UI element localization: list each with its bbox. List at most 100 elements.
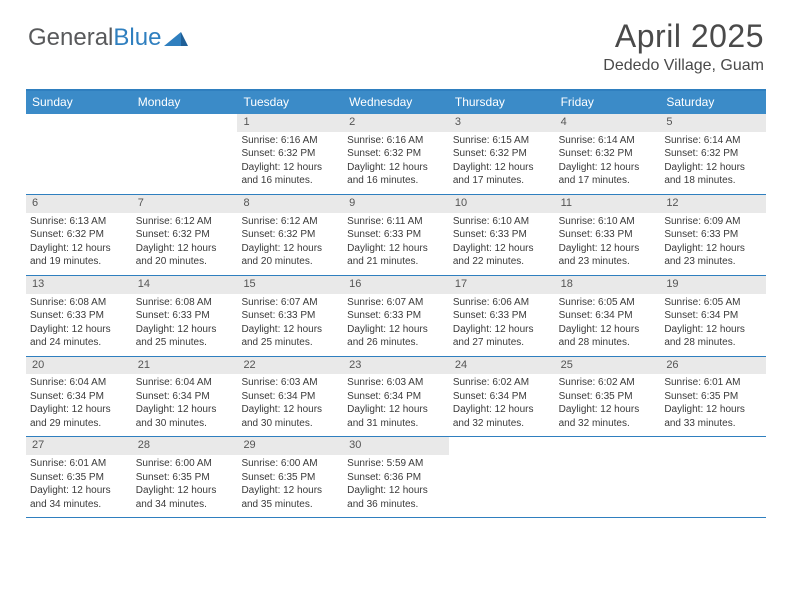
sunset-line: Sunset: 6:33 PM [453, 309, 551, 323]
sunset-line: Sunset: 6:34 PM [453, 390, 551, 404]
empty-cell [660, 437, 766, 517]
empty-cell [449, 437, 555, 517]
sunrise-line: Sunrise: 6:15 AM [453, 134, 551, 148]
day-cell: 3Sunrise: 6:15 AMSunset: 6:32 PMDaylight… [449, 114, 555, 194]
sunrise-line: Sunrise: 6:14 AM [559, 134, 657, 148]
day-number: 12 [660, 195, 766, 213]
day-number: 28 [132, 437, 238, 455]
sunrise-line: Sunrise: 6:07 AM [241, 296, 339, 310]
sunset-line: Sunset: 6:33 PM [30, 309, 128, 323]
day-cell: 17Sunrise: 6:06 AMSunset: 6:33 PMDayligh… [449, 276, 555, 356]
day-cell: 18Sunrise: 6:05 AMSunset: 6:34 PMDayligh… [555, 276, 661, 356]
day-number: 26 [660, 357, 766, 375]
day-number: 13 [26, 276, 132, 294]
day-number: 18 [555, 276, 661, 294]
day-cell: 9Sunrise: 6:11 AMSunset: 6:33 PMDaylight… [343, 195, 449, 275]
day-number: 11 [555, 195, 661, 213]
weekday-header: Wednesday [343, 91, 449, 114]
day-cell: 16Sunrise: 6:07 AMSunset: 6:33 PMDayligh… [343, 276, 449, 356]
empty-cell [555, 437, 661, 517]
sunset-line: Sunset: 6:32 PM [241, 147, 339, 161]
week-row: 20Sunrise: 6:04 AMSunset: 6:34 PMDayligh… [26, 357, 766, 438]
day-cell: 7Sunrise: 6:12 AMSunset: 6:32 PMDaylight… [132, 195, 238, 275]
day-number: 14 [132, 276, 238, 294]
day-cell: 13 Sunrise: 6:08 AMSunset: 6:33 PMDayligh… [26, 276, 132, 356]
day-number: 8 [237, 195, 343, 213]
sunset-line: Sunset: 6:35 PM [664, 390, 762, 404]
header: GeneralBlue April 2025 Dededo Village, G… [0, 0, 792, 83]
day-number: 10 [449, 195, 555, 213]
brand-word-1: General [28, 24, 113, 52]
day-cell: 11Sunrise: 6:10 AMSunset: 6:33 PMDayligh… [555, 195, 661, 275]
daylight-line: Daylight: 12 hours and 34 minutes. [30, 484, 128, 511]
day-cell: 2Sunrise: 6:16 AMSunset: 6:32 PMDaylight… [343, 114, 449, 194]
daylight-line: Daylight: 12 hours and 22 minutes. [453, 242, 551, 269]
day-cell: 1Sunrise: 6:16 AMSunset: 6:32 PMDaylight… [237, 114, 343, 194]
daylight-line: Daylight: 12 hours and 35 minutes. [241, 484, 339, 511]
sunrise-line: Sunrise: 6:04 AM [136, 376, 234, 390]
title-block: April 2025 Dededo Village, Guam [603, 18, 764, 75]
day-number: 21 [132, 357, 238, 375]
calendar: SundayMondayTuesdayWednesdayThursdayFrid… [26, 89, 766, 518]
day-cell: 6Sunrise: 6:13 AMSunset: 6:32 PMDaylight… [26, 195, 132, 275]
daylight-line: Daylight: 12 hours and 26 minutes. [347, 323, 445, 350]
daylight-line: Daylight: 12 hours and 33 minutes. [664, 403, 762, 430]
sunset-line: Sunset: 6:33 PM [559, 228, 657, 242]
brand-triangle-icon [163, 29, 189, 47]
day-cell: 27Sunrise: 6:01 AMSunset: 6:35 PMDayligh… [26, 437, 132, 517]
sunset-line: Sunset: 6:33 PM [136, 309, 234, 323]
daylight-line: Daylight: 12 hours and 25 minutes. [241, 323, 339, 350]
brand-word-2: Blue [113, 24, 161, 52]
sunset-line: Sunset: 6:32 PM [347, 147, 445, 161]
weekday-header-row: SundayMondayTuesdayWednesdayThursdayFrid… [26, 91, 766, 114]
day-cell: 26Sunrise: 6:01 AMSunset: 6:35 PMDayligh… [660, 357, 766, 437]
sunrise-line: Sunrise: 6:02 AM [559, 376, 657, 390]
day-number: 16 [343, 276, 449, 294]
day-number: 6 [26, 195, 132, 213]
sunset-line: Sunset: 6:32 PM [136, 228, 234, 242]
sunrise-line: Sunrise: 6:11 AM [347, 215, 445, 229]
day-number: 25 [555, 357, 661, 375]
sunset-line: Sunset: 6:35 PM [30, 471, 128, 485]
sunrise-line: Sunrise: 6:08 AM [136, 296, 234, 310]
day-cell: 14Sunrise: 6:08 AMSunset: 6:33 PMDayligh… [132, 276, 238, 356]
sunrise-line: Sunrise: 6:09 AM [664, 215, 762, 229]
sunset-line: Sunset: 6:34 PM [30, 390, 128, 404]
month-title: April 2025 [603, 18, 764, 55]
daylight-line: Daylight: 12 hours and 16 minutes. [347, 161, 445, 188]
daylight-line: Daylight: 12 hours and 29 minutes. [30, 403, 128, 430]
day-cell: 12Sunrise: 6:09 AMSunset: 6:33 PMDayligh… [660, 195, 766, 275]
day-number: 5 [660, 114, 766, 132]
sunset-line: Sunset: 6:33 PM [347, 228, 445, 242]
day-number: 29 [237, 437, 343, 455]
sunrise-line: Sunrise: 6:12 AM [241, 215, 339, 229]
day-number: 1 [237, 114, 343, 132]
sunrise-line: Sunrise: 6:08 AM [30, 296, 128, 310]
sunset-line: Sunset: 6:33 PM [241, 309, 339, 323]
sunrise-line: Sunrise: 6:04 AM [30, 376, 128, 390]
sunrise-line: Sunrise: 6:10 AM [453, 215, 551, 229]
sunset-line: Sunset: 6:35 PM [559, 390, 657, 404]
daylight-line: Daylight: 12 hours and 20 minutes. [136, 242, 234, 269]
day-number: 27 [26, 437, 132, 455]
daylight-line: Daylight: 12 hours and 30 minutes. [241, 403, 339, 430]
sunset-line: Sunset: 6:35 PM [241, 471, 339, 485]
day-cell: 19Sunrise: 6:05 AMSunset: 6:34 PMDayligh… [660, 276, 766, 356]
daylight-line: Daylight: 12 hours and 31 minutes. [347, 403, 445, 430]
day-number: 15 [237, 276, 343, 294]
daylight-line: Daylight: 12 hours and 24 minutes. [30, 323, 128, 350]
day-number: 9 [343, 195, 449, 213]
sunset-line: Sunset: 6:36 PM [347, 471, 445, 485]
day-cell: 25Sunrise: 6:02 AMSunset: 6:35 PMDayligh… [555, 357, 661, 437]
sunrise-line: Sunrise: 6:05 AM [559, 296, 657, 310]
day-cell: 30Sunrise: 5:59 AMSunset: 6:36 PMDayligh… [343, 437, 449, 517]
sunset-line: Sunset: 6:32 PM [559, 147, 657, 161]
day-number: 19 [660, 276, 766, 294]
sunrise-line: Sunrise: 6:03 AM [347, 376, 445, 390]
sunrise-line: Sunrise: 6:16 AM [241, 134, 339, 148]
sunrise-line: Sunrise: 6:12 AM [136, 215, 234, 229]
daylight-line: Daylight: 12 hours and 30 minutes. [136, 403, 234, 430]
daylight-line: Daylight: 12 hours and 32 minutes. [453, 403, 551, 430]
sunset-line: Sunset: 6:33 PM [453, 228, 551, 242]
daylight-line: Daylight: 12 hours and 17 minutes. [559, 161, 657, 188]
